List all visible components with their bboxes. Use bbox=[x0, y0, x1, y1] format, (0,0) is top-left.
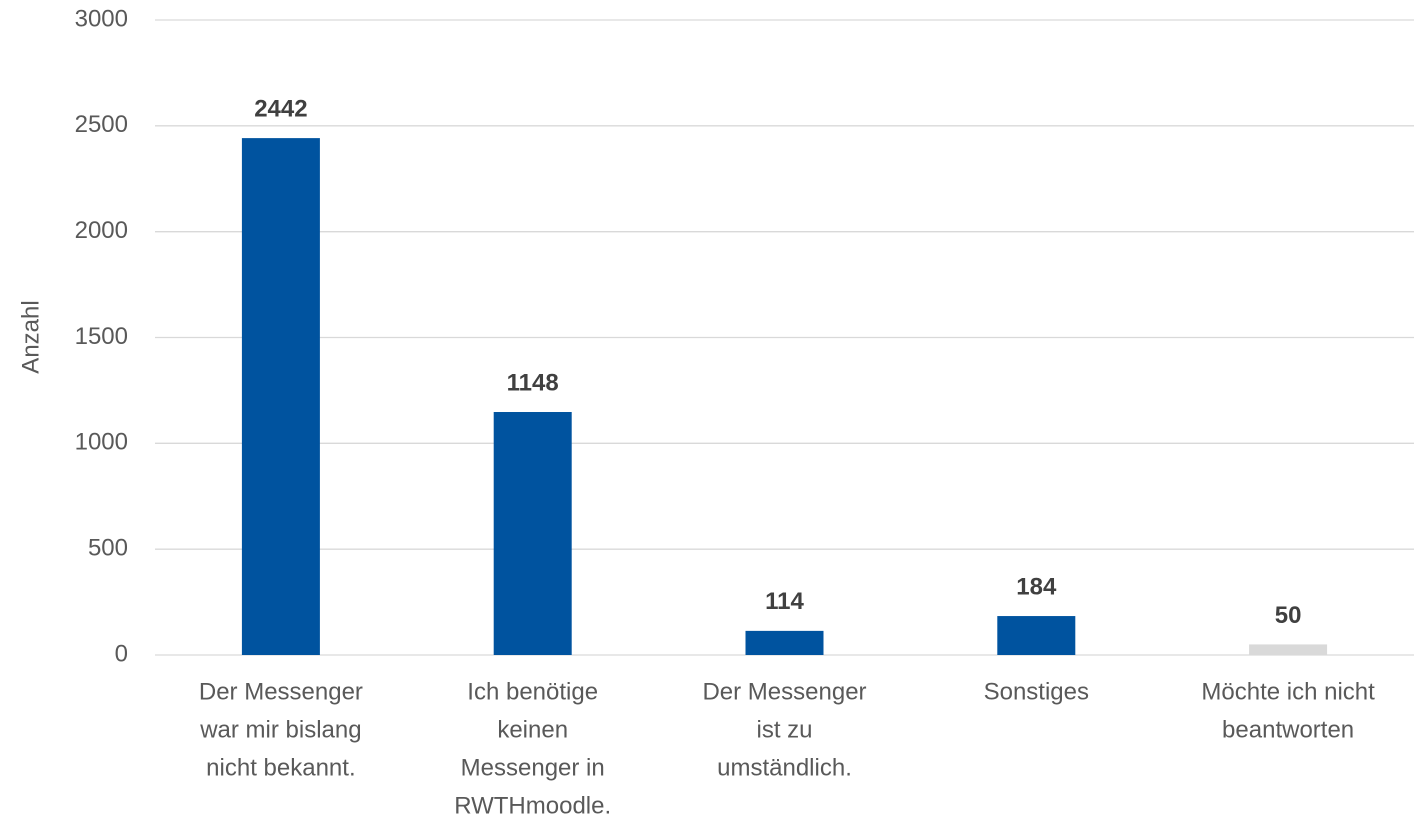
bar bbox=[1249, 644, 1328, 655]
value-label: 184 bbox=[1016, 573, 1057, 600]
x-tick-label: beantworten bbox=[1222, 716, 1354, 743]
y-tick-label: 2500 bbox=[75, 111, 128, 138]
x-tick-label: ist zu bbox=[756, 716, 812, 743]
x-tick-label: Messenger in bbox=[461, 754, 605, 781]
bar bbox=[241, 138, 320, 656]
y-axis-label: Anzahl bbox=[17, 300, 44, 373]
y-tick-label: 0 bbox=[115, 640, 128, 667]
value-label: 114 bbox=[765, 588, 804, 615]
x-tick-label: Möchte ich nicht bbox=[1201, 678, 1375, 705]
x-tick-label: Der Messenger bbox=[199, 678, 363, 705]
y-tick-label: 500 bbox=[88, 535, 128, 562]
x-tick-label: umständlich. bbox=[717, 754, 852, 781]
y-tick-label: 2000 bbox=[75, 217, 128, 244]
x-tick-label: Der Messenger bbox=[702, 678, 866, 705]
y-tick-label: 1500 bbox=[75, 323, 128, 350]
value-label: 50 bbox=[1275, 602, 1302, 629]
value-label: 2442 bbox=[254, 95, 307, 122]
x-tick-label: RWTHmoodle. bbox=[454, 792, 611, 817]
y-tick-label: 3000 bbox=[75, 5, 128, 32]
x-tick-label: Ich benötige bbox=[467, 678, 598, 705]
bar bbox=[493, 412, 572, 655]
y-tick-label: 1000 bbox=[75, 429, 128, 456]
bar bbox=[745, 630, 824, 655]
bar bbox=[997, 616, 1076, 655]
x-tick-label: nicht bekannt. bbox=[206, 754, 355, 781]
value-label: 1148 bbox=[507, 369, 559, 396]
x-tick-label: war mir bislang bbox=[199, 716, 361, 743]
x-tick-label: keinen bbox=[497, 716, 568, 743]
x-tick-label: Sonstiges bbox=[984, 678, 1089, 705]
